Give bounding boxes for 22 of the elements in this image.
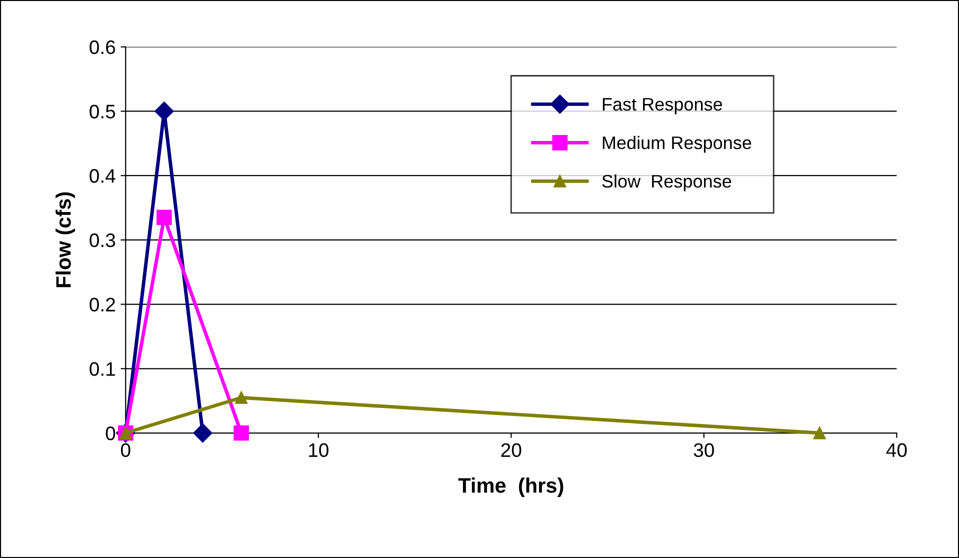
x-tick-label: 40	[886, 443, 907, 458]
y-tick-label: 0.4	[90, 169, 116, 183]
x-axis-title: Time (hrs)	[458, 478, 564, 497]
point	[193, 423, 212, 443]
point	[156, 210, 172, 226]
y-tick-label: 0.3	[90, 233, 116, 248]
y-tick-label: 0	[106, 426, 116, 440]
legend-label: Slow Response	[602, 174, 732, 192]
x-tick-label: 0	[120, 443, 130, 458]
point	[234, 425, 249, 441]
x-tick-label: 20	[501, 443, 522, 458]
y-tick-label: 0.2	[90, 298, 115, 312]
legend-label: Fast Response	[602, 98, 722, 114]
y-tick-label: 0.6	[90, 40, 116, 54]
x-tick-label: 30	[694, 443, 714, 458]
y-axis-title: Flow (cfs)	[56, 192, 75, 288]
legend-label: Medium Response	[602, 136, 752, 153]
point	[813, 426, 826, 440]
point	[235, 391, 248, 404]
y-tick-label: 0.1	[90, 362, 115, 376]
x-tick-label: 10	[309, 443, 328, 458]
y-tick-label: 0.5	[90, 104, 116, 118]
